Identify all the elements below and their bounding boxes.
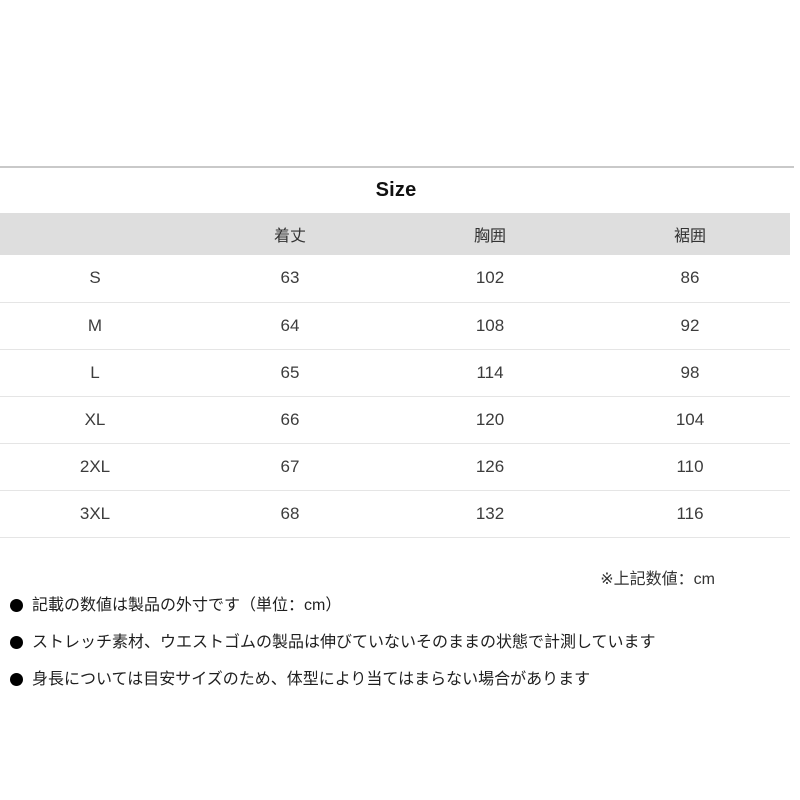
value-cell: 68 bbox=[190, 490, 390, 538]
value-cell: 116 bbox=[590, 490, 790, 538]
table-row: 2XL 67 126 110 bbox=[0, 443, 790, 491]
size-label: 2XL bbox=[0, 443, 190, 491]
size-label: L bbox=[0, 349, 190, 397]
value-cell: 114 bbox=[390, 349, 590, 397]
notes-list: 記載の数値は製品の外寸です（単位：cm） ストレッチ素材、ウエストゴムの製品は伸… bbox=[10, 595, 790, 706]
note-text: ストレッチ素材、ウエストゴムの製品は伸びていないそのままの状態で計測しています bbox=[32, 634, 656, 651]
value-cell: 120 bbox=[390, 396, 590, 444]
note-text: 記載の数値は製品の外寸です（単位：cm） bbox=[32, 597, 342, 614]
table-row: S 63 102 86 bbox=[0, 255, 790, 303]
col-header-hem: 裾囲 bbox=[590, 213, 790, 255]
page-title: Size bbox=[375, 179, 417, 201]
table-row: L 65 114 98 bbox=[0, 349, 790, 397]
table-row: XL 66 120 104 bbox=[0, 396, 790, 444]
size-label: S bbox=[0, 255, 190, 303]
value-cell: 108 bbox=[390, 302, 590, 350]
size-label: XL bbox=[0, 396, 190, 444]
value-cell: 66 bbox=[190, 396, 390, 444]
note-text: 身長については目安サイズのため、体型により当てはまらない場合があります bbox=[32, 671, 591, 688]
list-item: 記載の数値は製品の外寸です（単位：cm） bbox=[10, 595, 790, 616]
size-label: M bbox=[0, 302, 190, 350]
value-cell: 63 bbox=[190, 255, 390, 303]
value-cell: 92 bbox=[590, 302, 790, 350]
value-cell: 104 bbox=[590, 396, 790, 444]
col-header-length: 着丈 bbox=[190, 213, 390, 255]
col-header-chest: 胸囲 bbox=[390, 213, 590, 255]
size-table: 着丈 胸囲 裾囲 S 63 102 86 M 64 108 92 L 65 11… bbox=[0, 213, 790, 538]
value-cell: 64 bbox=[190, 302, 390, 350]
bullet-icon bbox=[10, 636, 23, 649]
value-cell: 65 bbox=[190, 349, 390, 397]
value-cell: 132 bbox=[390, 490, 590, 538]
col-header-size bbox=[0, 213, 190, 255]
size-label: 3XL bbox=[0, 490, 190, 538]
top-divider bbox=[0, 166, 794, 168]
bullet-icon bbox=[10, 599, 23, 612]
table-row: M 64 108 92 bbox=[0, 302, 790, 350]
value-cell: 126 bbox=[390, 443, 590, 491]
bullet-icon bbox=[10, 673, 23, 686]
value-cell: 67 bbox=[190, 443, 390, 491]
list-item: ストレッチ素材、ウエストゴムの製品は伸びていないそのままの状態で計測しています bbox=[10, 632, 790, 653]
unit-note: ※上記数値：cm bbox=[600, 571, 715, 588]
table-row: 3XL 68 132 116 bbox=[0, 490, 790, 538]
value-cell: 86 bbox=[590, 255, 790, 303]
value-cell: 98 bbox=[590, 349, 790, 397]
header-row: 着丈 胸囲 裾囲 bbox=[0, 213, 790, 255]
value-cell: 102 bbox=[390, 255, 590, 303]
list-item: 身長については目安サイズのため、体型により当てはまらない場合があります bbox=[10, 669, 790, 690]
value-cell: 110 bbox=[590, 443, 790, 491]
